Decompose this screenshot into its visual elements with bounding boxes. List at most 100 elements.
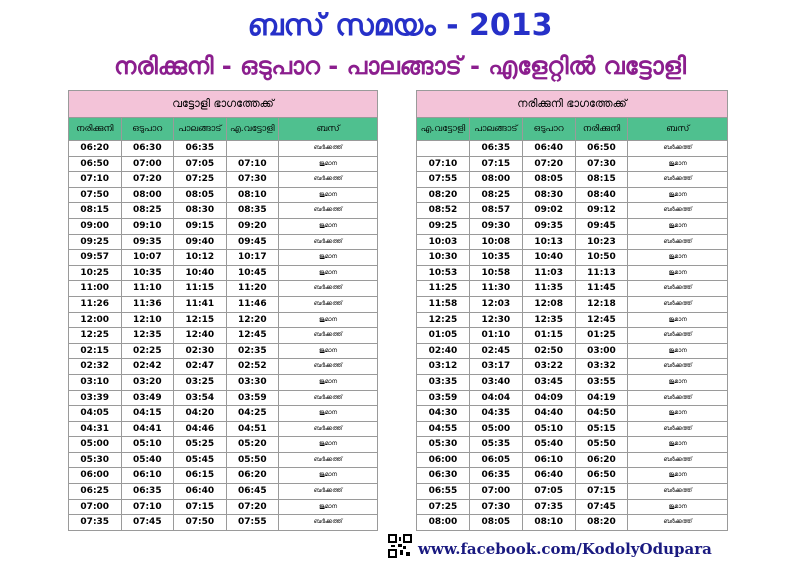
bus-name: ജുമാന [278, 498, 378, 516]
time-cell: 09:25 [68, 233, 122, 251]
bus-name: ജുമാന [278, 342, 378, 360]
table-row: 04:31 04:41 04:46 04:51 ബർക്കത്ത് [68, 420, 378, 438]
time-cell: 03:25 [173, 373, 227, 391]
time-cell: 03:49 [120, 389, 175, 407]
time-cell: 08:05 [173, 186, 227, 204]
time-cell: 10:45 [225, 264, 280, 282]
time-cell: 06:35 [173, 140, 227, 157]
time-cell: 08:10 [225, 186, 280, 204]
time-cell: 02:45 [468, 342, 523, 360]
bus-name: ജുമാന [278, 264, 378, 282]
time-cell: 12:25 [416, 311, 470, 329]
time-cell: 06:25 [68, 483, 122, 500]
time-cell: 07:25 [173, 171, 227, 188]
time-cell: 06:10 [521, 451, 576, 469]
time-cell: 07:00 [68, 498, 122, 516]
time-cell: 02:15 [68, 342, 122, 360]
time-cell: 06:35 [468, 140, 523, 157]
bus-name: ജുമാന [278, 186, 378, 204]
column-header-row: എ.വട്ടോളി പാലങ്ങാട് ഒടുപാറ നരിക്കുനി ബസ് [416, 117, 728, 141]
table-title: നരിക്കുനി ഭാഗത്തേക്ക് [416, 90, 728, 118]
time-cell: 10:13 [521, 233, 576, 251]
bus-name: ബർക്കത്ത് [627, 140, 728, 157]
time-cell: 07:50 [173, 514, 227, 531]
time-cell: 01:05 [416, 327, 470, 344]
bus-name: ബർക്കത്ത് [627, 233, 728, 251]
time-cell: 07:30 [468, 498, 523, 516]
table-row: 03:39 03:49 03:54 03:59 ബർക്കത്ത് [68, 389, 378, 407]
time-cell: 03:55 [574, 373, 629, 391]
time-cell: 05:50 [225, 451, 280, 469]
bus-name: ബർക്കത്ത് [627, 202, 728, 219]
time-cell: 06:55 [416, 483, 470, 500]
time-cell: 06:30 [416, 467, 470, 485]
time-cell: 07:10 [225, 155, 280, 173]
table-row: 06:35 06:40 06:50 ബർക്കത്ത് [416, 140, 728, 157]
bus-name: ബർക്കത്ത് [278, 295, 378, 313]
time-cell: 12:40 [173, 327, 227, 344]
time-cell: 08:40 [574, 186, 629, 204]
time-cell: 05:00 [68, 436, 122, 453]
time-cell: 11:45 [574, 280, 629, 297]
time-cell: 04:50 [574, 405, 629, 422]
table-row: 09:57 10:07 10:12 10:17 ജുമാന [68, 249, 378, 266]
time-cell: 06:20 [225, 467, 280, 485]
time-cell: 12:25 [68, 327, 122, 344]
column-header: നരിക്കുനി [68, 117, 122, 141]
time-cell: 07:35 [68, 514, 122, 531]
time-cell: 12:03 [468, 295, 523, 313]
bus-name: ബർക്കത്ത് [627, 389, 728, 407]
column-header: എ.വട്ടോളി [225, 117, 280, 141]
time-cell: 03:32 [574, 358, 629, 375]
bus-name: ബർക്കത്ത് [627, 451, 728, 469]
table-row: 07:00 07:10 07:15 07:20 ജുമാന [68, 498, 378, 516]
table-row: 04:05 04:15 04:20 04:25 ജുമാന [68, 405, 378, 422]
bus-name: ബർക്കത്ത് [278, 202, 378, 219]
bus-name: ബർക്കത്ത് [627, 280, 728, 297]
time-cell: 10:30 [416, 249, 470, 266]
time-cell: 07:05 [521, 483, 576, 500]
time-cell: 08:52 [416, 202, 470, 219]
time-cell: 07:00 [120, 155, 175, 173]
bus-name: ബർക്കത്ത് [278, 171, 378, 188]
bus-name: ബർക്കത്ത് [278, 140, 378, 157]
timetable: നരിക്കുനി ഭാഗത്തേക്ക് എ.വട്ടോളി പാലങ്ങാട് ഒ… [416, 90, 728, 531]
table-row: 07:10 07:15 07:20 07:30 ജുമാന [416, 155, 728, 173]
table-row: 07:10 07:20 07:25 07:30 ബർക്കത്ത് [68, 171, 378, 188]
table-row: 08:52 08:57 09:02 09:12 ബർക്കത്ത് [416, 202, 728, 219]
column-header-row: നരിക്കുനി ഒടുപാറ പാലങ്ങാട് എ.വട്ടോളി ബസ് [68, 117, 378, 141]
time-cell: 08:30 [521, 186, 576, 204]
time-cell: 10:17 [225, 249, 280, 266]
column-header: ഒടുപാറ [521, 117, 576, 141]
time-cell: 12:18 [574, 295, 629, 313]
bus-name: ബർക്കത്ത് [278, 389, 378, 407]
time-cell: 01:10 [468, 327, 523, 344]
column-header: നരിക്കുനി [574, 117, 629, 141]
time-cell: 12:20 [225, 311, 280, 329]
table-row: 03:59 04:04 04:09 04:19 ബർക്കത്ത് [416, 389, 728, 407]
time-cell: 03:39 [68, 389, 122, 407]
time-cell: 03:00 [574, 342, 629, 360]
time-cell: 11:00 [68, 280, 122, 297]
time-cell: 04:25 [225, 405, 280, 422]
time-cell: 05:45 [173, 451, 227, 469]
time-cell: 11:26 [68, 295, 122, 313]
table-row: 11:00 11:10 11:15 11:20 ബർക്കത്ത് [68, 280, 378, 297]
time-cell: 07:35 [521, 498, 576, 516]
time-cell: 02:52 [225, 358, 280, 375]
bus-name: ജുമാന [627, 311, 728, 329]
time-cell: 09:25 [416, 217, 470, 235]
time-cell: 02:50 [521, 342, 576, 360]
time-cell: 08:15 [68, 202, 122, 219]
time-cell: 11:13 [574, 264, 629, 282]
time-cell: 09:45 [574, 217, 629, 235]
facebook-link[interactable]: www.facebook.com/KodolyOdupara [418, 540, 712, 558]
time-cell: 10:58 [468, 264, 523, 282]
time-cell: 04:30 [416, 405, 470, 422]
time-cell: 12:30 [468, 311, 523, 329]
time-cell: 07:00 [468, 483, 523, 500]
bus-name: ബർക്കത്ത് [627, 358, 728, 375]
time-cell: 05:10 [521, 420, 576, 438]
time-cell: 12:10 [120, 311, 175, 329]
